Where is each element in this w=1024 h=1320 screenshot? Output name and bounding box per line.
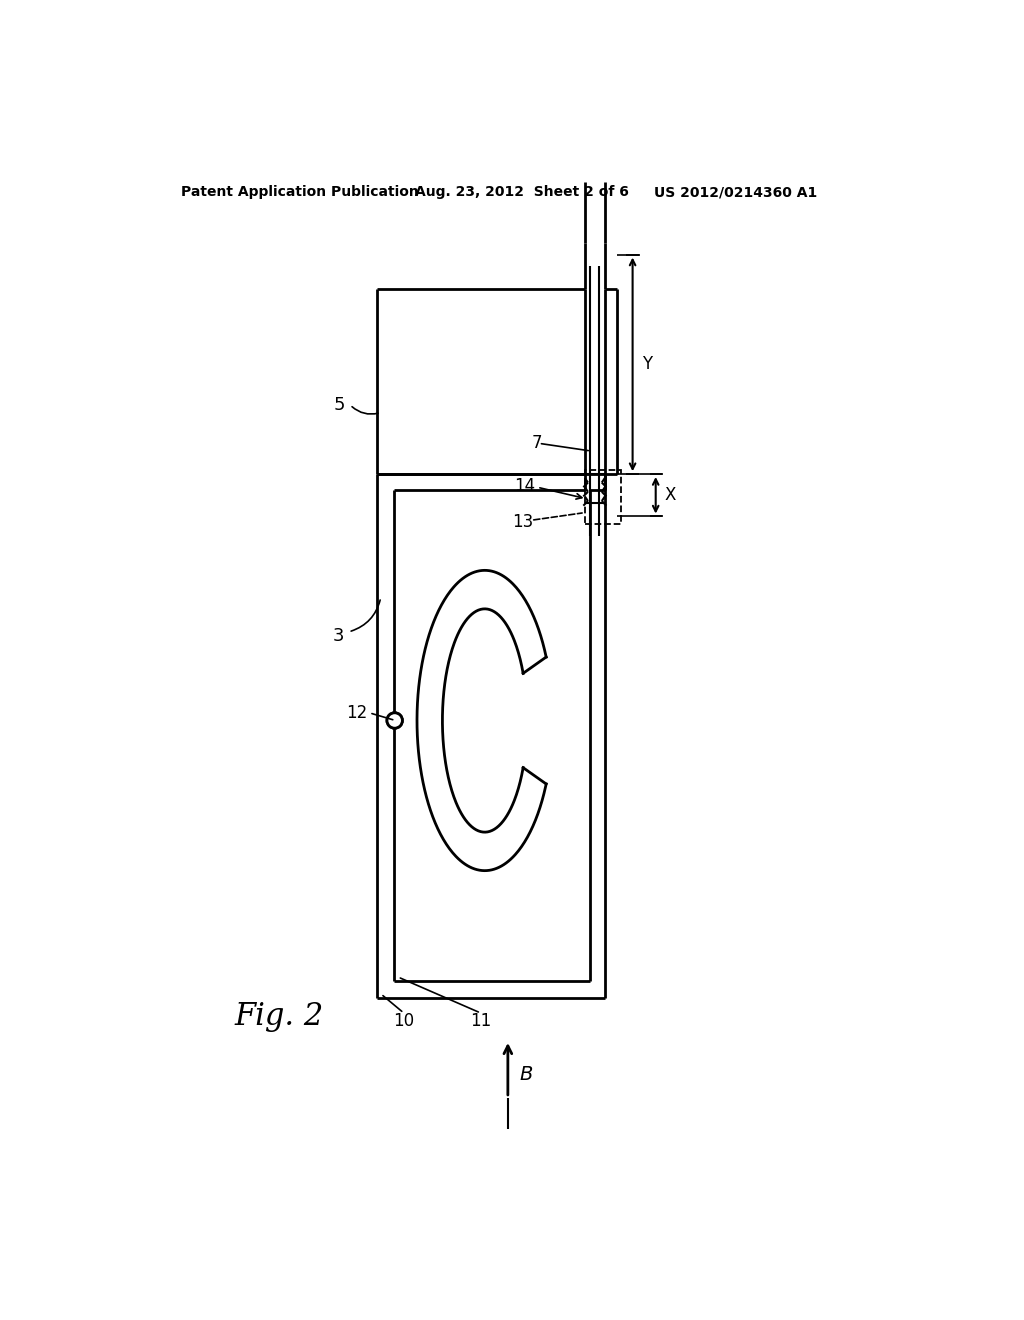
Text: 7: 7	[532, 434, 543, 453]
Text: Y: Y	[642, 355, 652, 374]
Bar	[585, 470, 621, 524]
Text: B: B	[519, 1065, 532, 1084]
Text: 13: 13	[512, 513, 534, 531]
Text: 10: 10	[393, 1012, 415, 1030]
Text: Fig. 2: Fig. 2	[234, 1002, 324, 1032]
Text: Patent Application Publication: Patent Application Publication	[180, 185, 419, 199]
Text: 5: 5	[333, 396, 345, 413]
Text: 12: 12	[346, 704, 368, 722]
Text: 3: 3	[333, 627, 345, 644]
Text: X: X	[665, 486, 676, 504]
Text: US 2012/0214360 A1: US 2012/0214360 A1	[654, 185, 817, 199]
Text: 14: 14	[514, 477, 535, 495]
Text: Aug. 23, 2012  Sheet 2 of 6: Aug. 23, 2012 Sheet 2 of 6	[416, 185, 630, 199]
Circle shape	[387, 713, 402, 729]
Text: 11: 11	[470, 1012, 492, 1030]
